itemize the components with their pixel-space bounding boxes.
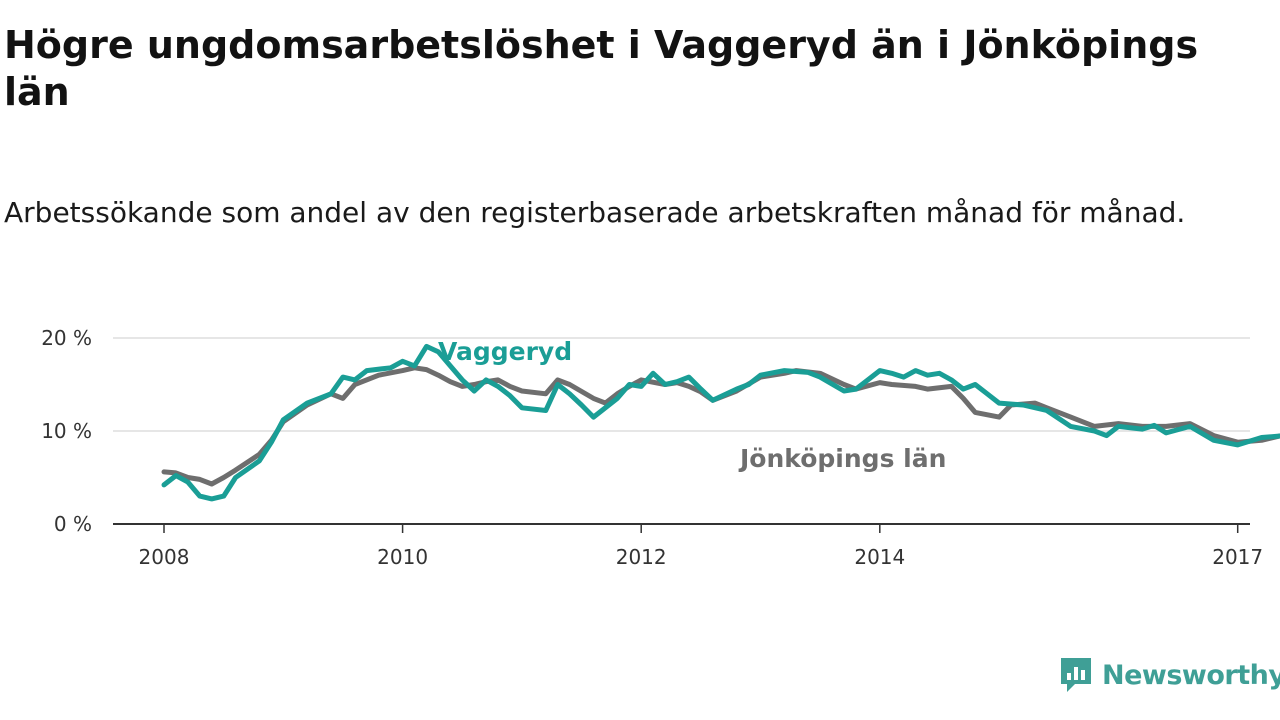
- line-chart: 0 %10 %20 % 2008201020122014201720192021…: [41, 326, 1280, 569]
- y-tick-label: 0 %: [54, 512, 92, 536]
- x-tick-label: 2014: [854, 545, 905, 569]
- series-line-vaggeryd: [161, 343, 1280, 502]
- x-tick-label: 2010: [377, 545, 428, 569]
- gridlines: [113, 337, 1250, 432]
- series-label-vaggeryd: Vaggeryd: [438, 337, 572, 366]
- chart-title: Högre ungdomsarbetslöshet i Vaggeryd än …: [4, 23, 1199, 114]
- series-line-jonkopings-lan: [161, 365, 1280, 487]
- x-tick-label: 2008: [139, 545, 190, 569]
- series-label-jonkopings-lan: Jönköpings län: [738, 444, 946, 473]
- y-tick-label: 20 %: [41, 326, 92, 350]
- y-tick-label: 10 %: [41, 419, 92, 443]
- brand-logo: Newsworthy: [1058, 653, 1280, 697]
- newsworthy-logo-icon: [1061, 658, 1091, 692]
- series-group: [161, 343, 1280, 502]
- x-axis: 200820102012201420172019202120232025: [113, 523, 1263, 569]
- x-tick-label: 2012: [616, 545, 667, 569]
- brand-name: Newsworthy: [1102, 659, 1280, 691]
- chart-subtitle: Arbetssökande som andel av den registerb…: [4, 196, 1186, 229]
- y-axis: 0 % 10 % 20 %: [41, 326, 92, 536]
- x-tick-label: 2017: [1212, 545, 1263, 569]
